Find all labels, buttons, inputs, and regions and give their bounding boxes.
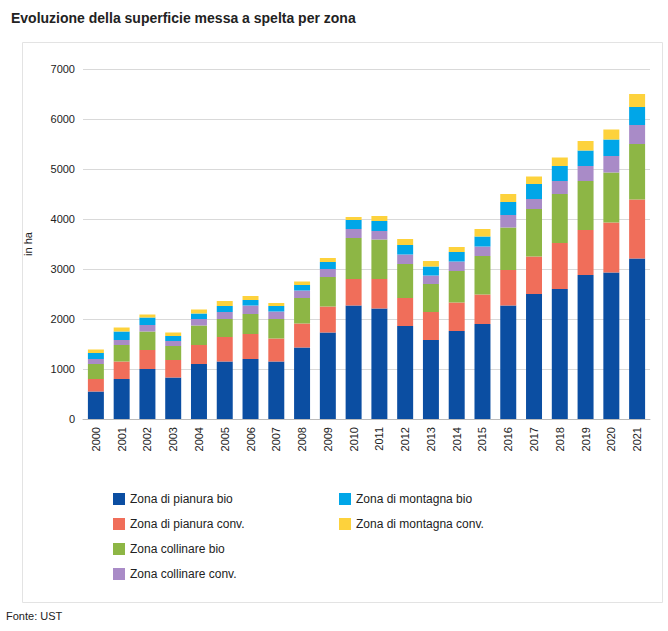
svg-text:0: 0 xyxy=(69,413,75,425)
svg-text:2020: 2020 xyxy=(605,427,617,451)
svg-text:2015: 2015 xyxy=(476,427,488,451)
svg-text:Evoluzione della superficie me: Evoluzione della superficie messa a spel… xyxy=(11,10,356,26)
svg-text:2006: 2006 xyxy=(245,427,257,451)
svg-text:2018: 2018 xyxy=(554,427,566,451)
svg-text:3000: 3000 xyxy=(51,263,75,275)
svg-text:Zona di montagna bio: Zona di montagna bio xyxy=(356,492,472,506)
svg-text:Zona collinare bio: Zona collinare bio xyxy=(130,542,225,556)
svg-text:2014: 2014 xyxy=(451,427,463,451)
svg-text:Zona di pianura bio: Zona di pianura bio xyxy=(130,492,233,506)
svg-text:2017: 2017 xyxy=(528,427,540,451)
svg-text:2009: 2009 xyxy=(322,427,334,451)
svg-text:2019: 2019 xyxy=(580,427,592,451)
svg-text:2000: 2000 xyxy=(51,313,75,325)
svg-text:2016: 2016 xyxy=(502,427,514,451)
svg-text:2008: 2008 xyxy=(296,427,308,451)
svg-text:in ha: in ha xyxy=(22,231,34,256)
svg-text:7000: 7000 xyxy=(51,63,75,75)
svg-text:2021: 2021 xyxy=(631,427,643,451)
svg-text:2010: 2010 xyxy=(348,427,360,451)
svg-text:6000: 6000 xyxy=(51,113,75,125)
svg-text:Zona collinare conv.: Zona collinare conv. xyxy=(130,567,237,581)
svg-text:4000: 4000 xyxy=(51,213,75,225)
svg-text:1000: 1000 xyxy=(51,363,75,375)
svg-text:Fonte: UST: Fonte: UST xyxy=(6,610,63,622)
svg-text:2003: 2003 xyxy=(167,427,179,451)
svg-text:5000: 5000 xyxy=(51,163,75,175)
svg-text:2000: 2000 xyxy=(90,427,102,451)
svg-text:2004: 2004 xyxy=(193,427,205,451)
svg-text:2002: 2002 xyxy=(141,427,153,451)
svg-text:2012: 2012 xyxy=(399,427,411,451)
svg-text:2001: 2001 xyxy=(116,427,128,451)
svg-text:2011: 2011 xyxy=(373,427,385,451)
svg-text:2005: 2005 xyxy=(219,427,231,451)
svg-text:Zona di montagna conv.: Zona di montagna conv. xyxy=(356,517,484,531)
svg-text:2013: 2013 xyxy=(425,427,437,451)
svg-text:Zona di pianura conv.: Zona di pianura conv. xyxy=(130,517,245,531)
svg-text:2007: 2007 xyxy=(270,427,282,451)
